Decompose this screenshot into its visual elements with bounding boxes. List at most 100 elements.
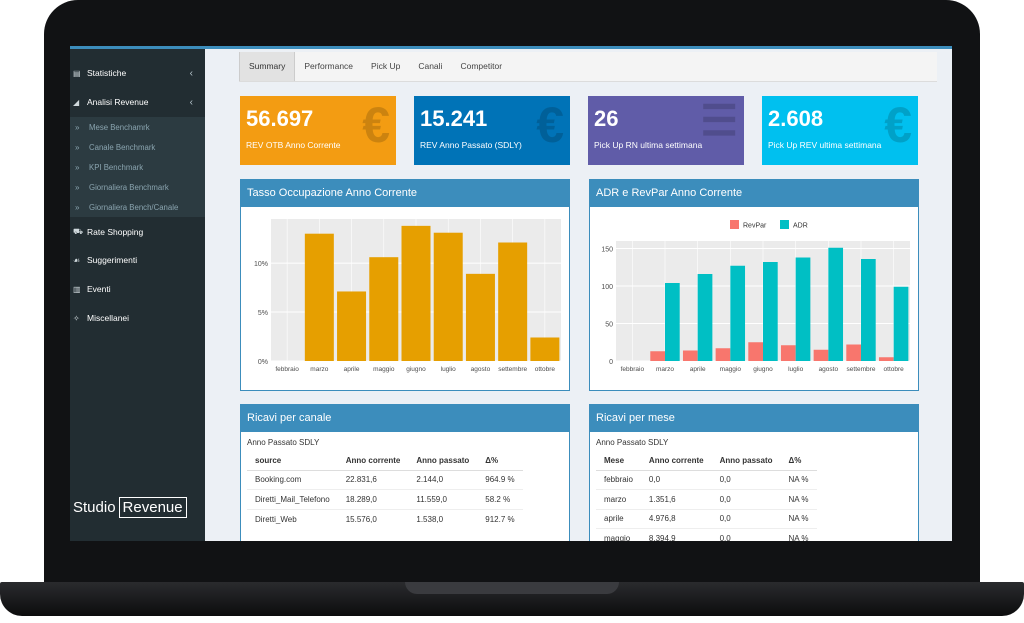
x-tick-label: ottobre — [535, 366, 556, 373]
panel-title: Ricavi per mese — [590, 405, 918, 432]
x-tick-label: luglio — [441, 366, 457, 373]
euro-icon: € — [884, 97, 912, 153]
table-cell: 0,0 — [711, 489, 781, 509]
handshake-icon: ☙ — [73, 255, 81, 265]
x-tick-label: settembre — [847, 366, 876, 373]
column-header: source — [247, 452, 338, 471]
sidebar: ▤ Statistiche ‹ ◢ Analisi Revenue ‹ » Me… — [70, 49, 205, 541]
table-cell: 1.538,0 — [408, 508, 478, 529]
table-cell: marzo — [596, 489, 641, 509]
bar-adr — [665, 283, 680, 361]
bar — [433, 232, 463, 361]
bar — [401, 225, 431, 361]
sidebar-item-label: Rate Shopping — [87, 227, 144, 237]
sidebar-item-eventi[interactable]: ▥ Eventi — [70, 277, 205, 301]
table-cell: 0,0 — [711, 469, 781, 490]
table-ricavi-mese: Mese Anno corrente Anno passato Δ% febbr… — [596, 452, 817, 541]
tab-pick-up[interactable]: Pick Up — [371, 61, 401, 71]
tab-competitor[interactable]: Competitor — [460, 61, 503, 71]
tab-performance[interactable]: Performance — [304, 61, 354, 71]
legend-swatch — [730, 220, 739, 229]
bar — [337, 291, 367, 361]
bar-revpar — [748, 342, 763, 361]
sidebar-subitem-label: Giornaliera Benchmark — [89, 182, 169, 192]
sidebar-subitem-label: Mese Benchamrk — [89, 122, 150, 132]
double-angle-right-icon: » — [75, 182, 80, 192]
sidebar-item-miscellanei[interactable]: ✧ Miscellanei — [70, 306, 205, 330]
sidebar-subitem-canale-benchmark[interactable]: » Canale Benchmark — [70, 137, 205, 157]
bar-revpar — [846, 344, 861, 361]
sidebar-subitem-kpi-benchmark[interactable]: » KPI Benchmark — [70, 157, 205, 177]
table-row: Diretti_Mail_Telefono 18.289,0 11.559,0 … — [247, 489, 523, 509]
chevron-left-icon: ‹ — [189, 67, 193, 79]
app-screen: ▤ Statistiche ‹ ◢ Analisi Revenue ‹ » Me… — [70, 46, 952, 541]
table-row: maggio 8.394,9 0,0 NA % — [596, 528, 817, 541]
y-tick-label: 10% — [254, 261, 268, 268]
table-cell: 8.394,9 — [640, 528, 712, 541]
table-subtitle: Anno Passato SDLY — [247, 438, 320, 447]
bar-revpar — [878, 357, 894, 361]
x-tick-label: agosto — [471, 366, 491, 373]
bar-revpar — [650, 351, 665, 361]
bar — [530, 337, 560, 361]
sidebar-item-suggerimenti[interactable]: ☙ Suggerimenti — [70, 248, 205, 272]
column-header: Anno passato — [408, 452, 478, 471]
column-header: Anno corrente — [640, 452, 712, 471]
table-cell: NA % — [780, 508, 817, 529]
table-cell: Diretti_Mail_Telefono — [247, 489, 338, 509]
tab-summary[interactable]: Summary — [239, 52, 296, 81]
sidebar-subitem-mese-benchmark[interactable]: » Mese Benchamrk — [70, 117, 205, 137]
x-tick-label: aprile — [690, 366, 706, 373]
x-tick-label: luglio — [788, 366, 804, 373]
double-angle-right-icon: » — [75, 162, 80, 172]
table-cell: maggio — [596, 528, 641, 541]
bed-icon: ▥ — [73, 284, 81, 294]
bar-adr — [730, 265, 746, 361]
occupancy-chart: 0% 5% 10% febbraio marzo aprile maggio giugno lu… — [254, 219, 561, 373]
bar — [304, 233, 334, 361]
table-cell: 0,0 — [711, 528, 781, 541]
euro-icon: € — [536, 97, 564, 153]
tab-bar: Summary Performance Pick Up Canali Compe… — [239, 52, 937, 82]
panel-title: Ricavi per canale — [241, 405, 569, 432]
panel-ricavi-mese: Ricavi per mese Anno Passato SDLY Mese A… — [589, 404, 919, 541]
x-tick-label: ottobre — [884, 366, 905, 373]
sidebar-item-rate-shopping[interactable]: ⛟ Rate Shopping — [70, 220, 205, 244]
column-header: Δ% — [477, 452, 523, 471]
y-tick-label: 100 — [601, 284, 613, 291]
book-icon: ▤ — [73, 68, 81, 78]
adr-revpar-chart: 0 50 100 150 febbraio marzo aprile maggio giugno… — [601, 220, 910, 373]
tab-canali[interactable]: Canali — [418, 61, 443, 71]
table-cell: aprile — [596, 508, 641, 529]
panel-title: Tasso Occupazione Anno Corrente — [241, 180, 569, 207]
area-chart-icon: ◢ — [73, 97, 80, 107]
x-tick-label: marzo — [656, 366, 674, 373]
x-tick-label: febbraio — [275, 366, 299, 373]
sidebar-item-analisi-revenue[interactable]: ◢ Analisi Revenue ‹ — [70, 90, 205, 114]
x-tick-label: maggio — [373, 366, 395, 373]
sidebar-item-label: Statistiche — [87, 68, 127, 78]
bar-adr — [828, 247, 844, 361]
chevron-left-icon: ‹ — [189, 96, 193, 108]
x-tick-label: aprile — [344, 366, 360, 373]
bar — [369, 257, 399, 361]
panel-title: ADR e RevPar Anno Corrente — [590, 180, 918, 207]
bar-revpar — [813, 349, 829, 361]
brand-part2: Revenue — [118, 497, 187, 518]
sidebar-item-label: Miscellanei — [87, 313, 130, 323]
column-header: Anno passato — [711, 452, 781, 471]
panel-adr-revpar: ADR e RevPar Anno Corrente 0 50 100 150 febb… — [589, 179, 919, 391]
kpi-label: REV OTB Anno Corrente — [246, 140, 341, 150]
sidebar-item-label: Eventi — [87, 284, 111, 294]
sidebar-item-label: Suggerimenti — [87, 255, 138, 265]
sidebar-subitem-giornaliera-benchmark[interactable]: » Giornaliera Benchmark — [70, 177, 205, 197]
brand-part1: Studio — [73, 499, 116, 516]
x-tick-label: settembre — [498, 366, 527, 373]
table-cell: 11.559,0 — [408, 489, 478, 509]
table-cell: 0,0 — [711, 508, 781, 529]
sidebar-subitem-giornaliera-bench-canale[interactable]: » Giornaliera Bench/Canale — [70, 197, 205, 217]
kpi-value: 2.608 — [768, 106, 824, 131]
double-angle-right-icon: » — [75, 122, 80, 132]
sidebar-item-statistiche[interactable]: ▤ Statistiche ‹ — [70, 61, 205, 85]
